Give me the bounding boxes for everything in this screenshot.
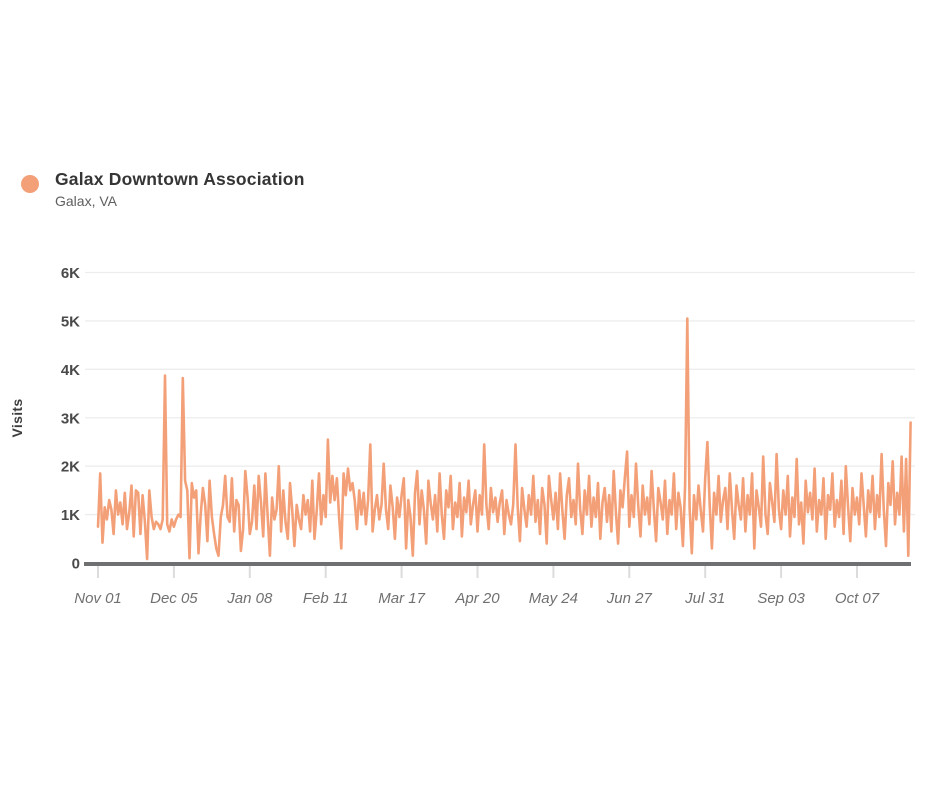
x-tick-label: Sep 03 [757,590,805,607]
x-tick-label: Feb 11 [303,590,349,607]
x-tick-label: Oct 07 [835,590,880,607]
y-tick-label: 3K [61,410,80,427]
y-tick-label: 0 [72,556,80,573]
series-color-dot [21,175,39,193]
legend-series-subtitle: Galax, VA [55,192,117,209]
x-tick-label: Jul 31 [684,590,725,607]
visits-line-series [96,317,912,561]
y-axis-title: Visits [9,399,25,438]
legend-text: Galax Downtown Association Galax, VA [55,169,305,211]
y-tick-label: 4K [61,362,80,379]
x-tick-label: Jan 08 [226,590,273,607]
x-tick-label: Dec 05 [150,590,198,607]
x-tick-label: Nov 01 [74,590,122,607]
y-tick-label: 1K [61,507,80,524]
legend-series-title: Galax Downtown Association [55,169,305,189]
x-tick-label: Apr 20 [454,590,500,607]
y-tick-label: 5K [61,313,80,330]
x-tick-label: Mar 17 [378,590,425,607]
legend-item[interactable]: Galax Downtown Association Galax, VA [21,169,305,211]
x-tick-label: Jun 27 [606,590,653,607]
x-tick-label: May 24 [529,590,578,607]
y-tick-label: 6K [61,265,80,282]
y-tick-label: 2K [61,459,80,476]
